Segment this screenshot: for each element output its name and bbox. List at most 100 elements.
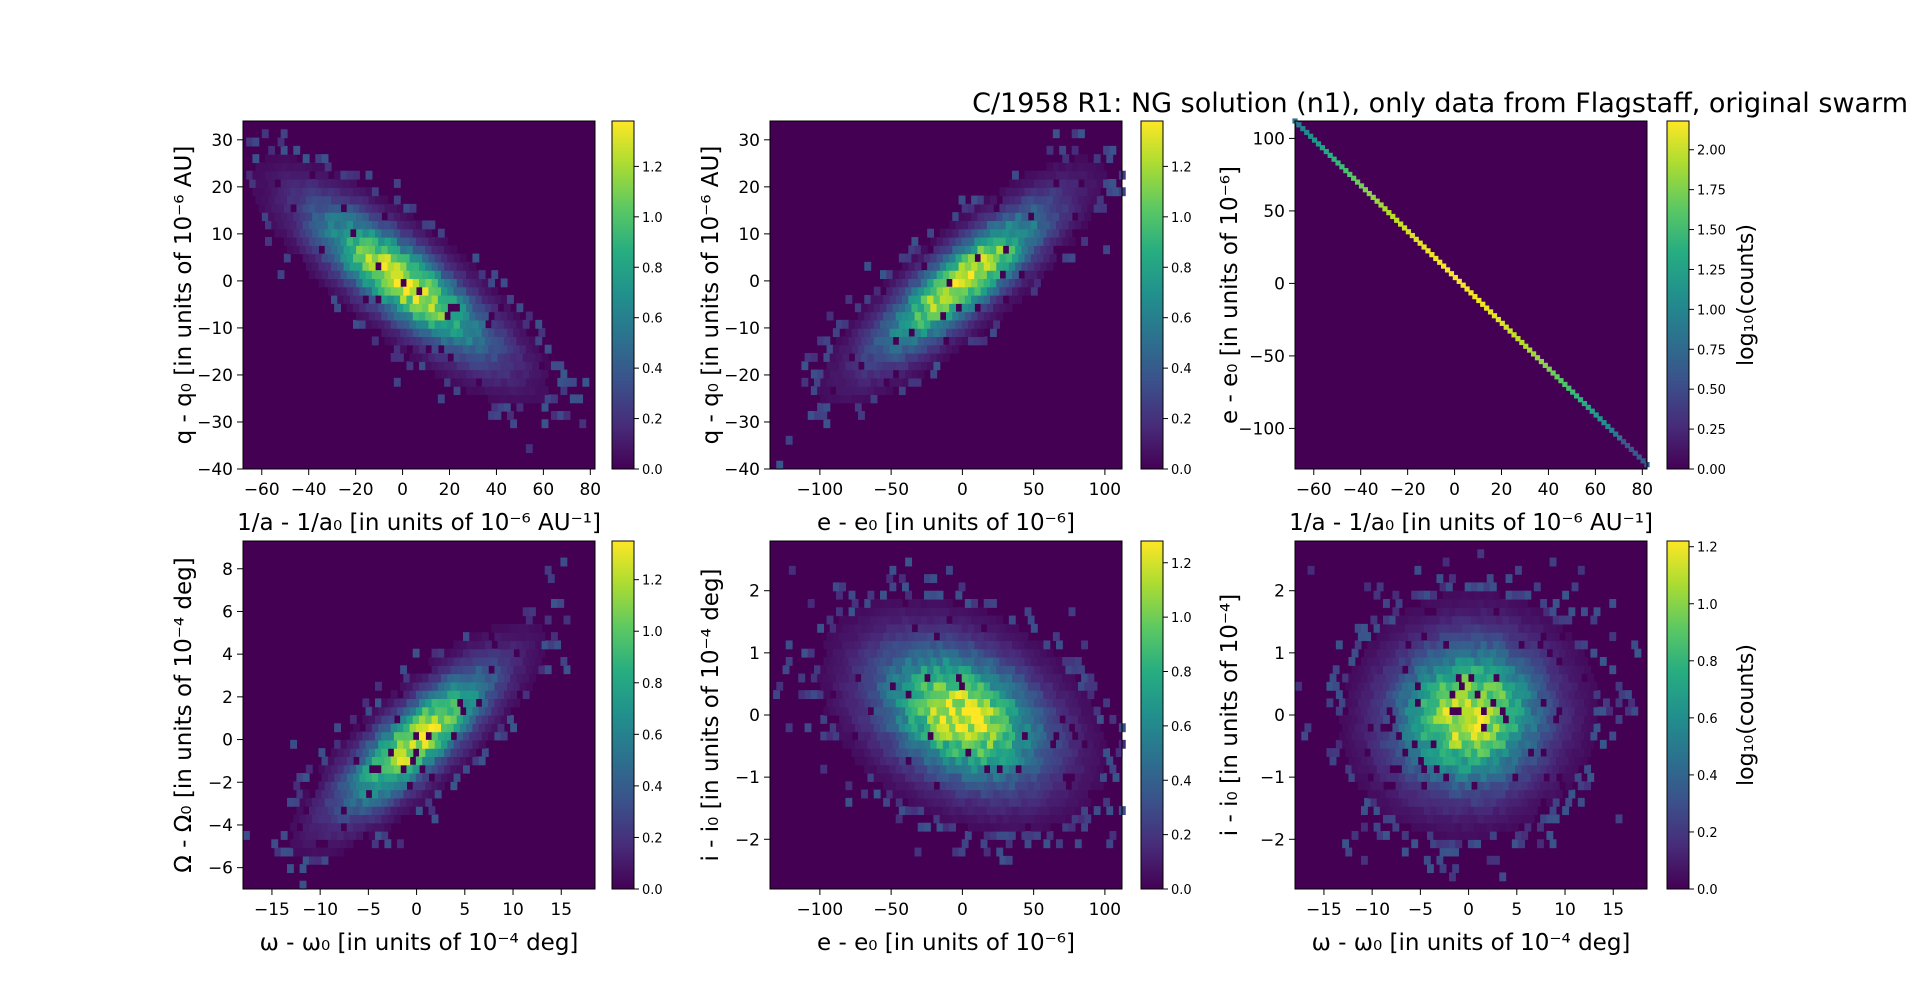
density-cell [365, 203, 373, 213]
density-cell [980, 706, 988, 716]
density-cell [1373, 657, 1381, 666]
density-cell [368, 731, 376, 741]
density-cell [412, 698, 420, 708]
density-cell [1046, 698, 1054, 708]
density-cell [996, 797, 1004, 807]
density-cell [952, 715, 960, 724]
density-cell [1505, 607, 1513, 617]
density-cell [485, 286, 492, 296]
density-cell [1034, 648, 1041, 658]
x-tick-label: 80 [579, 480, 601, 500]
density-cell [302, 237, 310, 246]
density-cell [1464, 715, 1472, 724]
density-cell [459, 657, 467, 666]
density-cell [522, 657, 530, 666]
density-cell [475, 344, 483, 354]
density-cell [491, 303, 499, 313]
density-cell [1511, 706, 1519, 716]
density-cell [968, 706, 975, 716]
density-cell [1420, 731, 1428, 741]
density-cell [296, 806, 304, 816]
density-cell [883, 648, 891, 658]
density-cell [917, 270, 925, 280]
density-cell [466, 706, 474, 716]
density-cell [1587, 690, 1595, 700]
density-cell [1335, 690, 1343, 700]
density-cell [343, 764, 351, 774]
y-tick-label: −100 [1238, 419, 1285, 439]
density-cell [488, 295, 496, 304]
density-cell [1376, 797, 1384, 807]
density-cell [895, 311, 903, 321]
density-cell [1496, 731, 1504, 741]
density-cell [299, 162, 307, 172]
density-cell [318, 764, 326, 774]
density-cell [914, 731, 922, 741]
density-cell [472, 270, 480, 280]
density-cell [886, 319, 894, 329]
density-cell [886, 640, 894, 650]
density-cell [516, 673, 524, 683]
density-cell [942, 640, 950, 650]
density-cell [977, 311, 985, 321]
density-cell [848, 673, 856, 683]
density-cell [563, 665, 571, 675]
density-cell [964, 311, 972, 321]
density-cell [337, 245, 345, 255]
density-cell [1024, 237, 1032, 246]
density-cell [1461, 806, 1469, 816]
density-cell [1046, 648, 1054, 658]
density-cell [914, 781, 922, 791]
colorbar-tick-label: 0.4 [1171, 774, 1192, 789]
density-cell [1084, 698, 1092, 708]
density-cell [867, 590, 875, 600]
density-cell [456, 278, 464, 288]
density-cell [961, 723, 969, 733]
density-cell [1378, 202, 1384, 208]
density-cell [503, 673, 511, 683]
density-cell [1329, 673, 1337, 683]
density-cell [946, 764, 953, 774]
density-cell [1486, 623, 1494, 633]
density-cell [993, 690, 1001, 700]
density-cell [1383, 814, 1390, 824]
density-cell [1584, 681, 1592, 691]
density-cell [302, 773, 310, 782]
density-cell [864, 748, 872, 758]
density-cell [375, 245, 382, 255]
density-cell [1087, 673, 1095, 683]
density-cell [1625, 706, 1632, 716]
density-cell [384, 756, 392, 766]
density-cell [1483, 648, 1491, 658]
density-cell [1370, 698, 1378, 708]
density-cell [403, 203, 411, 213]
colorbar-gradient [611, 120, 635, 470]
density-cell [1347, 171, 1353, 178]
density-cell [400, 781, 408, 791]
density-cell [873, 690, 881, 700]
density-cell [1052, 715, 1060, 724]
density-cell [447, 739, 455, 749]
density-cell [1549, 557, 1557, 567]
density-cell [823, 353, 831, 362]
density-cell [832, 361, 840, 371]
density-cell [845, 328, 853, 338]
density-cell [1096, 781, 1104, 791]
density-cell [321, 253, 329, 263]
density-cell [820, 715, 828, 724]
density-cell [977, 781, 985, 791]
density-cell [1483, 665, 1491, 675]
density-cell [1609, 632, 1617, 642]
density-cell [1405, 789, 1412, 799]
density-cell [936, 789, 944, 799]
density-cell [1392, 690, 1400, 700]
density-cell [1002, 781, 1010, 791]
density-cell [290, 237, 298, 246]
density-cell [1307, 565, 1315, 575]
density-cell [776, 460, 784, 470]
density-cell [494, 665, 502, 675]
density-cell [1037, 170, 1045, 180]
x-tick-label: −100 [797, 480, 844, 500]
density-cell [924, 574, 931, 584]
density-cell [359, 203, 367, 213]
